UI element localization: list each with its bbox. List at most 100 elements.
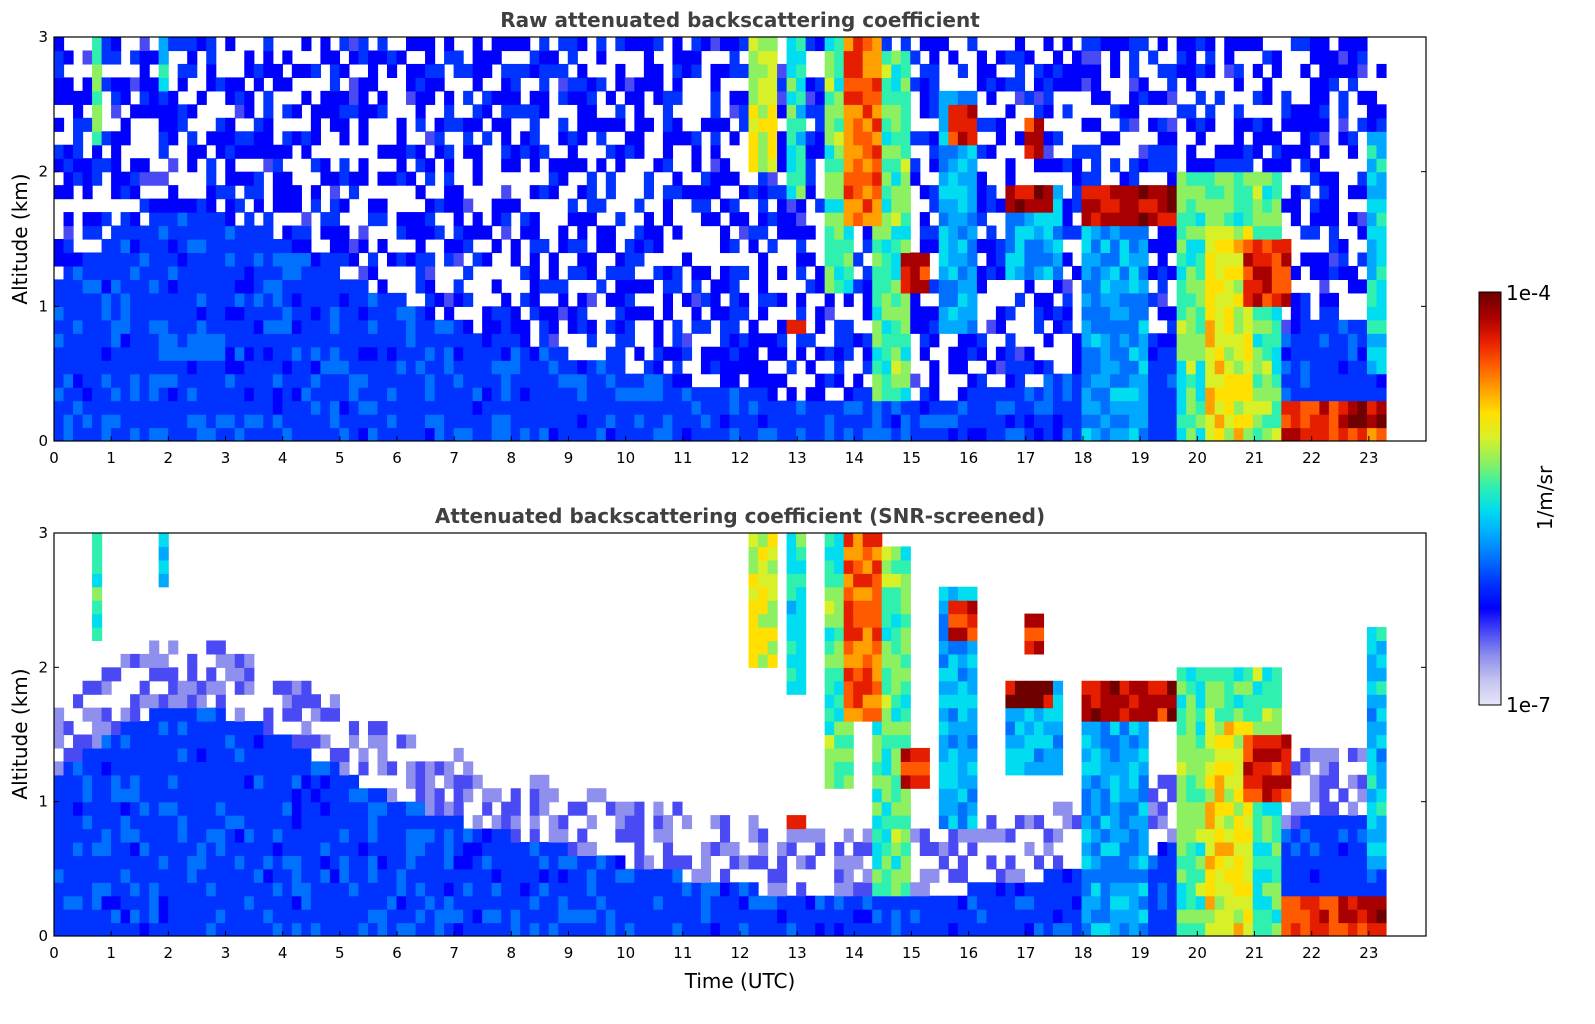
heatmap-cell bbox=[901, 748, 911, 762]
heatmap-cell bbox=[444, 50, 454, 64]
heatmap-cell bbox=[1158, 360, 1168, 374]
heatmap-cell bbox=[1063, 374, 1073, 388]
heatmap-cell bbox=[1186, 145, 1196, 159]
heatmap-cell bbox=[625, 802, 635, 816]
heatmap-cell bbox=[263, 279, 273, 293]
heatmap-cell bbox=[663, 266, 673, 280]
heatmap-cell bbox=[1243, 360, 1253, 374]
heatmap-cell bbox=[749, 815, 759, 829]
heatmap-cell bbox=[1224, 199, 1234, 213]
heatmap-cell bbox=[1243, 239, 1253, 253]
heatmap-cell bbox=[891, 347, 901, 361]
heatmap-cell bbox=[187, 64, 197, 78]
heatmap-cell bbox=[1072, 401, 1082, 415]
heatmap-cell bbox=[834, 694, 844, 708]
heatmap-cell bbox=[187, 104, 197, 118]
heatmap-cell bbox=[1215, 761, 1225, 775]
heatmap-cell bbox=[958, 131, 968, 145]
heatmap-cell bbox=[425, 347, 435, 361]
heatmap-cell bbox=[901, 333, 911, 347]
heatmap-cell bbox=[206, 909, 216, 923]
heatmap-cell bbox=[64, 145, 74, 159]
heatmap-cell bbox=[1063, 428, 1073, 442]
heatmap-cell bbox=[863, 654, 873, 668]
heatmap-cell bbox=[1186, 896, 1196, 910]
heatmap-cell bbox=[444, 118, 454, 132]
heatmap-cell bbox=[825, 306, 835, 320]
heatmap-cell bbox=[444, 104, 454, 118]
heatmap-cell bbox=[549, 320, 559, 334]
heatmap-cell bbox=[368, 333, 378, 347]
heatmap-cell bbox=[825, 104, 835, 118]
heatmap-cell bbox=[1186, 735, 1196, 749]
heatmap-cell bbox=[159, 212, 169, 226]
heatmap-cell bbox=[102, 761, 112, 775]
heatmap-cell bbox=[111, 158, 121, 172]
heatmap-cell bbox=[1243, 212, 1253, 226]
heatmap-cell bbox=[758, 640, 768, 654]
heatmap-cell bbox=[634, 77, 644, 91]
heatmap-cell bbox=[1110, 158, 1120, 172]
heatmap-cell bbox=[891, 414, 901, 428]
heatmap-cell bbox=[282, 266, 292, 280]
heatmap-cell bbox=[872, 587, 882, 601]
heatmap-cell bbox=[853, 374, 863, 388]
heatmap-cell bbox=[549, 869, 559, 883]
heatmap-cell bbox=[235, 802, 245, 816]
heatmap-cell bbox=[197, 333, 207, 347]
heatmap-cell bbox=[891, 681, 901, 695]
heatmap-cell bbox=[320, 855, 330, 869]
heatmap-cell bbox=[416, 869, 426, 883]
heatmap-cell bbox=[225, 748, 235, 762]
heatmap-cell bbox=[1186, 279, 1196, 293]
heatmap-cell bbox=[454, 118, 464, 132]
heatmap-cell bbox=[54, 788, 64, 802]
heatmap-cell bbox=[853, 681, 863, 695]
heatmap-cell bbox=[672, 428, 682, 442]
heatmap-cell bbox=[1272, 293, 1282, 307]
heatmap-cell bbox=[130, 788, 140, 802]
heatmap-cell bbox=[730, 882, 740, 896]
heatmap-cell bbox=[929, 320, 939, 334]
heatmap-cell bbox=[1101, 91, 1111, 105]
heatmap-cell bbox=[1034, 815, 1044, 829]
heatmap-cell bbox=[358, 131, 368, 145]
heatmap-cell bbox=[891, 667, 901, 681]
heatmap-cell bbox=[206, 252, 216, 266]
heatmap-cell bbox=[1139, 721, 1149, 735]
heatmap-cell bbox=[1167, 199, 1177, 213]
heatmap-cell bbox=[1177, 199, 1187, 213]
heatmap-cell bbox=[749, 320, 759, 334]
heatmap-cell bbox=[530, 293, 540, 307]
heatmap-cell bbox=[996, 252, 1006, 266]
heatmap-cell bbox=[187, 374, 197, 388]
heatmap-cell bbox=[625, 252, 635, 266]
heatmap-cell bbox=[73, 882, 83, 896]
heatmap-cell bbox=[83, 788, 93, 802]
heatmap-cell bbox=[282, 333, 292, 347]
heatmap-cell bbox=[1043, 212, 1053, 226]
heatmap-cell bbox=[882, 428, 892, 442]
heatmap-cell bbox=[1205, 428, 1215, 442]
heatmap-cell bbox=[853, 708, 863, 722]
heatmap-cell bbox=[815, 104, 825, 118]
heatmap-cell bbox=[1167, 212, 1177, 226]
heatmap-cell bbox=[1101, 694, 1111, 708]
heatmap-cell bbox=[225, 37, 235, 51]
heatmap-cell bbox=[1205, 802, 1215, 816]
heatmap-cell bbox=[1024, 185, 1034, 199]
heatmap-cell bbox=[758, 533, 768, 547]
heatmap-cell bbox=[149, 694, 159, 708]
heatmap-cell bbox=[596, 414, 606, 428]
heatmap-cell bbox=[216, 226, 226, 240]
heatmap-cell bbox=[1300, 333, 1310, 347]
heatmap-cell bbox=[1110, 815, 1120, 829]
heatmap-cell bbox=[406, 387, 416, 401]
heatmap-cell bbox=[587, 266, 597, 280]
heatmap-cell bbox=[901, 279, 911, 293]
heatmap-cell bbox=[520, 64, 530, 78]
heatmap-cell bbox=[520, 131, 530, 145]
heatmap-cell bbox=[596, 909, 606, 923]
heatmap-cell bbox=[1167, 428, 1177, 442]
heatmap-cell bbox=[225, 721, 235, 735]
